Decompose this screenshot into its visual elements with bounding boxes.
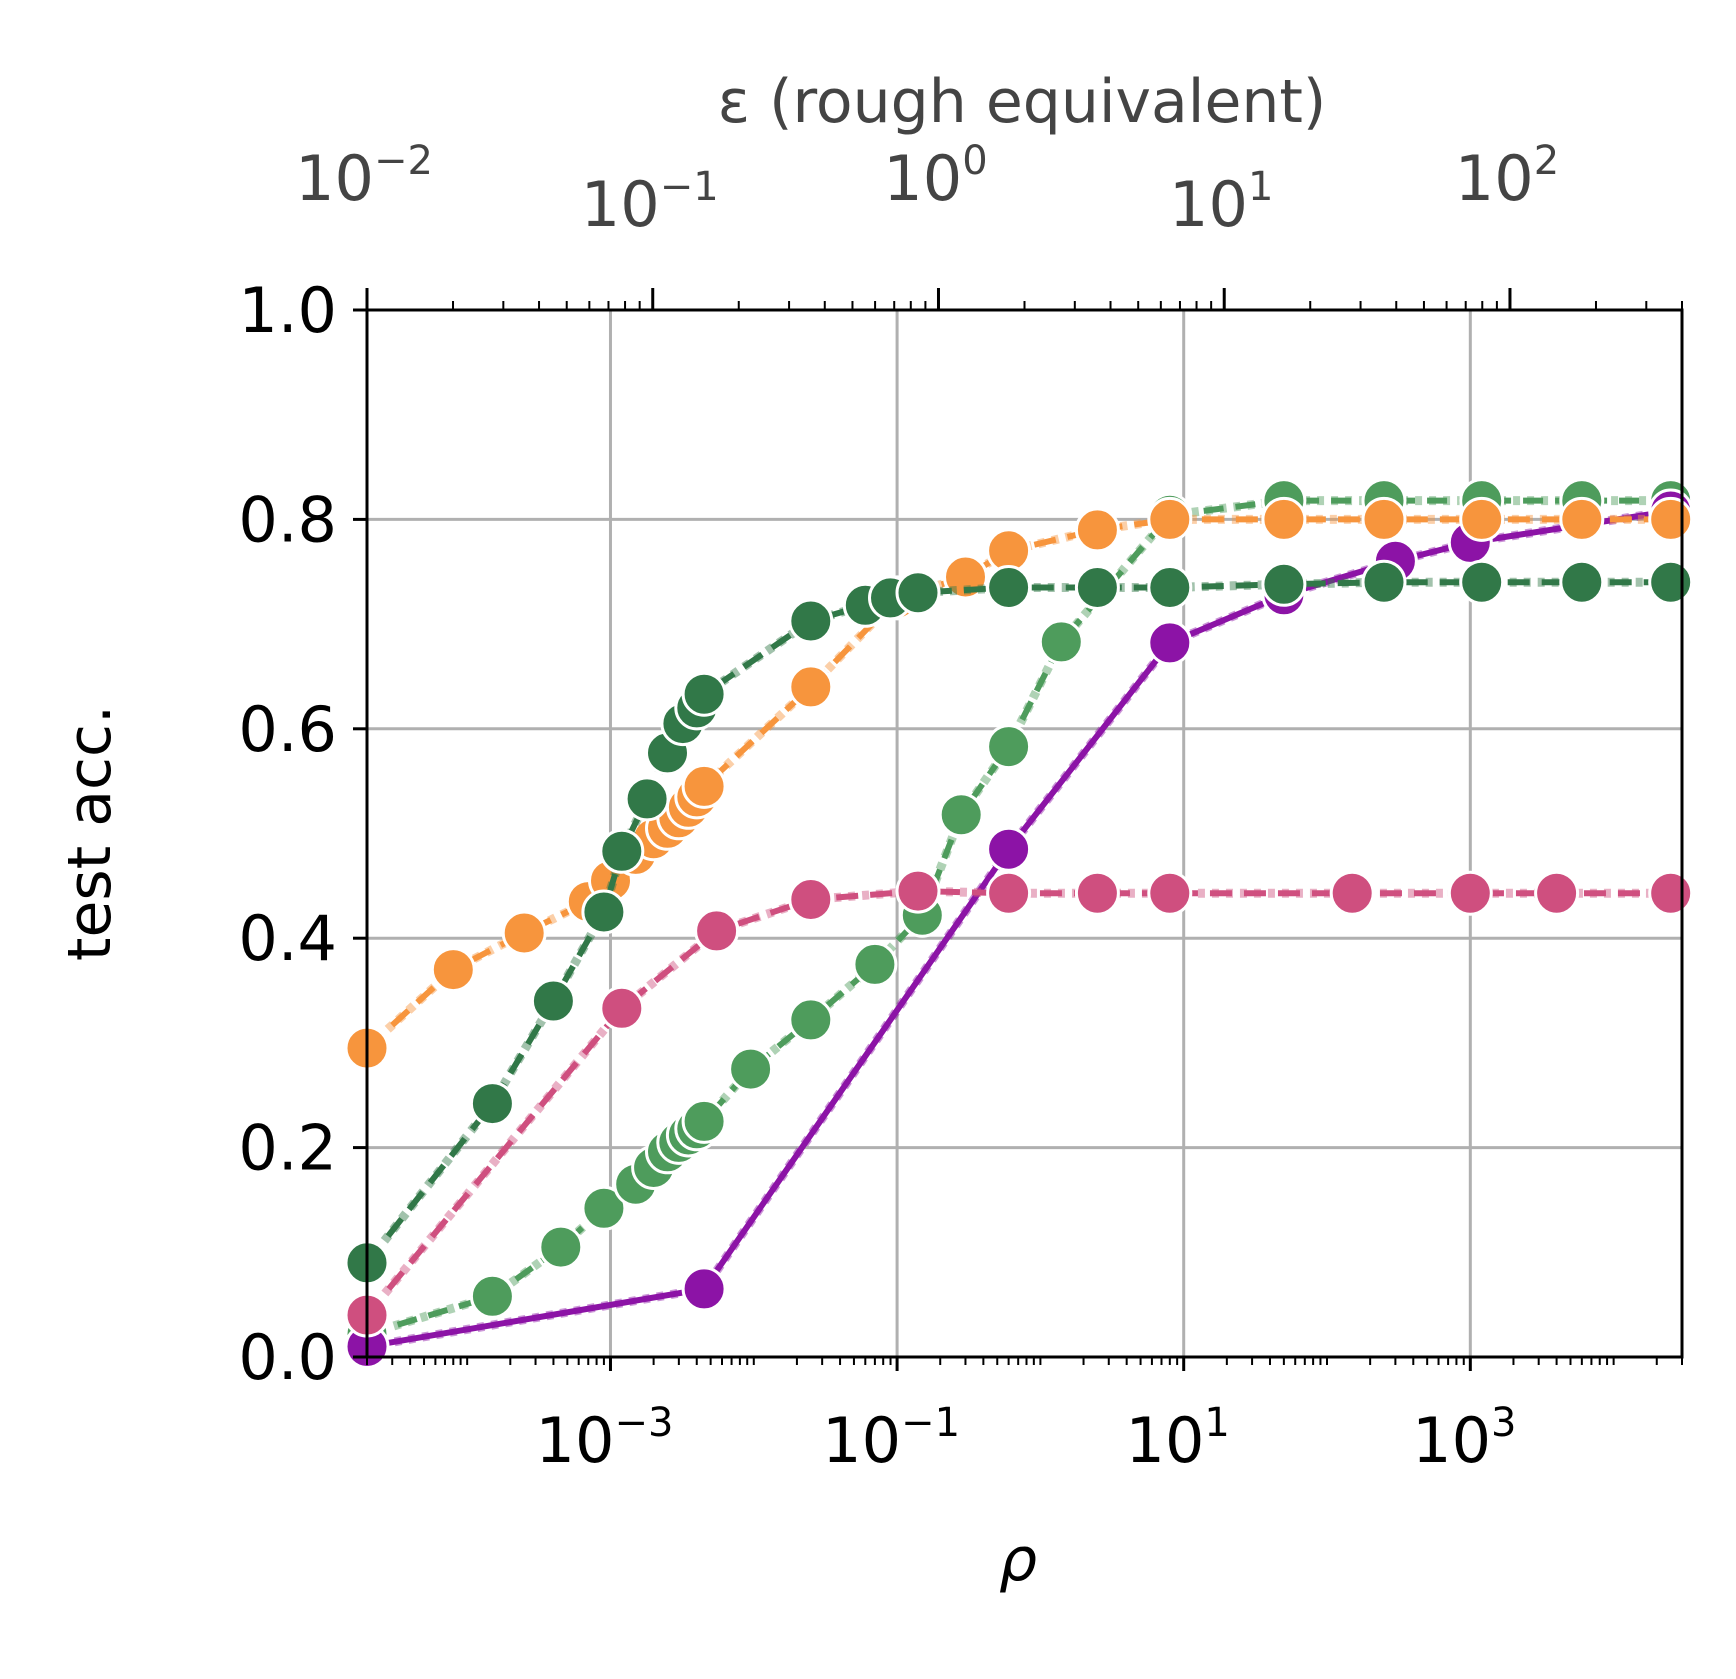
data-point xyxy=(1261,561,1307,607)
data-point xyxy=(694,908,740,954)
data-point xyxy=(986,565,1032,610)
y-axis-title: test acc. xyxy=(55,705,125,961)
data-point xyxy=(1147,496,1193,542)
data-point xyxy=(938,792,984,838)
data-point xyxy=(469,1081,515,1127)
data-point xyxy=(1648,870,1694,916)
data-point xyxy=(1361,496,1407,542)
top-tick-label: 102 xyxy=(1455,138,1559,215)
data-point xyxy=(986,870,1032,916)
data-point xyxy=(599,828,645,874)
axes: 10−3 10−1 101 103 10−2 10−1 100 101 102 0.0 0.2 0.4… xyxy=(238,138,1683,1477)
x-tick-label: 103 xyxy=(1412,1400,1516,1477)
top-tick-label: 101 xyxy=(1169,164,1273,241)
series-line xyxy=(364,579,1671,1265)
y-tick-label: 0.2 xyxy=(238,1112,337,1185)
data-point xyxy=(681,671,727,717)
data-point xyxy=(430,947,476,993)
data-point xyxy=(1038,619,1084,665)
series-shadow-line xyxy=(363,577,1671,1266)
series-shadow-line xyxy=(366,506,1672,1351)
data-point xyxy=(1648,496,1694,542)
data-point xyxy=(530,978,576,1024)
data-point xyxy=(538,1224,584,1270)
x-axis-title: ρ xyxy=(999,1525,1037,1595)
data-point xyxy=(852,941,898,987)
data-point xyxy=(895,570,941,616)
data-point xyxy=(895,868,941,914)
data-point xyxy=(1648,559,1694,605)
y-tick-label: 1.0 xyxy=(238,274,337,347)
series-group xyxy=(344,478,1694,1369)
data-point xyxy=(681,1266,727,1312)
data-point xyxy=(788,598,834,644)
data-point xyxy=(681,763,727,809)
series-line xyxy=(366,508,1672,1350)
data-point xyxy=(624,776,670,822)
data-point xyxy=(1559,559,1605,605)
data-point xyxy=(986,724,1032,770)
data-point xyxy=(1459,496,1505,542)
data-point xyxy=(599,985,645,1031)
top-axis-title: ε (rough equivalent) xyxy=(718,67,1327,137)
x-tick-label: 10−1 xyxy=(822,1400,960,1477)
data-point xyxy=(728,1046,774,1092)
data-point xyxy=(581,889,627,935)
series-shadow-line xyxy=(365,496,1671,1339)
data-point xyxy=(788,997,834,1043)
data-point xyxy=(1147,565,1193,610)
top-tick-label: 10−2 xyxy=(295,138,433,215)
data-point xyxy=(1074,565,1120,610)
data-point xyxy=(1559,496,1605,542)
data-point xyxy=(1147,620,1193,666)
top-tick-label: 10−1 xyxy=(581,164,719,241)
y-tick-label: 0.4 xyxy=(238,902,337,975)
data-point xyxy=(1459,559,1505,605)
x-tick-label: 101 xyxy=(1126,1400,1230,1477)
data-point xyxy=(681,1098,727,1144)
y-tick-label: 0.6 xyxy=(238,693,337,766)
data-point xyxy=(1261,496,1307,542)
y-tick-label: 0.8 xyxy=(238,483,337,556)
series-2 xyxy=(344,868,1694,1338)
data-point xyxy=(1534,870,1580,916)
data-point xyxy=(986,826,1032,872)
data-point xyxy=(1329,870,1375,916)
data-point xyxy=(1447,870,1493,916)
data-point xyxy=(788,877,834,922)
data-point xyxy=(1361,559,1407,605)
data-point xyxy=(788,664,834,710)
data-point xyxy=(501,910,547,956)
top-tick-label: 100 xyxy=(883,138,987,215)
data-point xyxy=(581,1185,627,1231)
data-point xyxy=(469,1273,515,1319)
series-line xyxy=(366,497,1671,1337)
y-tick-label: 0.0 xyxy=(238,1321,337,1394)
data-point xyxy=(1074,870,1120,916)
data-point xyxy=(1074,507,1120,553)
data-point xyxy=(1147,870,1193,916)
x-tick-label: 10−3 xyxy=(536,1400,674,1477)
